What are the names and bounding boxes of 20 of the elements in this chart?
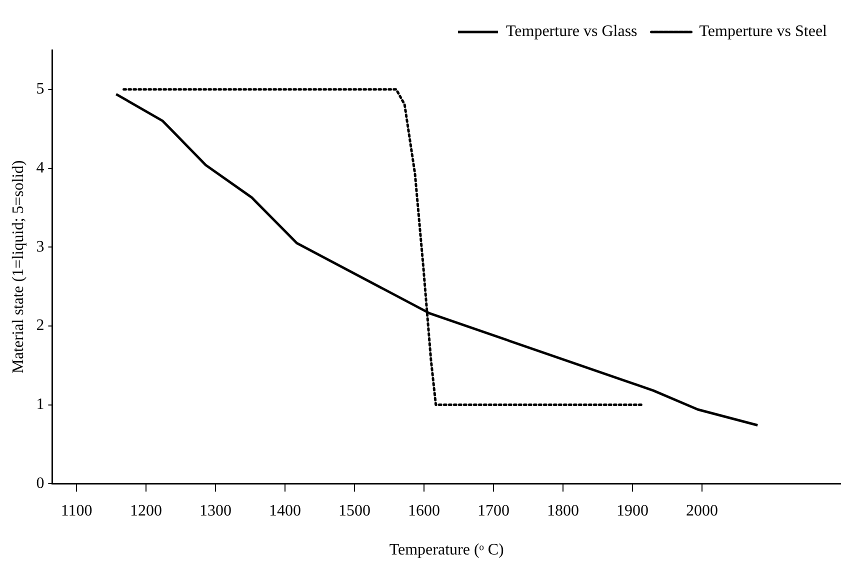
- x-tick-label: 1600: [408, 502, 440, 520]
- x-tick-label: 1200: [130, 502, 162, 520]
- y-tick-label: 0: [36, 474, 44, 492]
- x-tick-label: 1500: [338, 502, 371, 520]
- y-tick-label: 1: [36, 396, 44, 413]
- x-tick-label: 1400: [269, 502, 302, 520]
- x-tick-label: 1100: [60, 502, 92, 520]
- y-tick-label: 3: [36, 238, 44, 256]
- x-tick-label: 1900: [616, 502, 649, 520]
- y-axis-title: Material state (1=liquid; 5=solid): [10, 160, 27, 374]
- y-tick-label: 2: [36, 317, 44, 334]
- x-tick-label: 2000: [686, 502, 718, 520]
- y-tick-label: 4: [36, 159, 44, 176]
- legend-label: Temperture vs Steel: [699, 23, 828, 40]
- legend-label: Temperture vs Glass: [506, 23, 638, 40]
- x-axis-title: Temperature (ᵒ C): [389, 542, 504, 559]
- x-tick-label: 1800: [547, 502, 580, 520]
- x-tick-label: 1700: [478, 502, 510, 520]
- x-tick-label: 1300: [200, 502, 232, 520]
- y-tick-label: 5: [36, 80, 44, 98]
